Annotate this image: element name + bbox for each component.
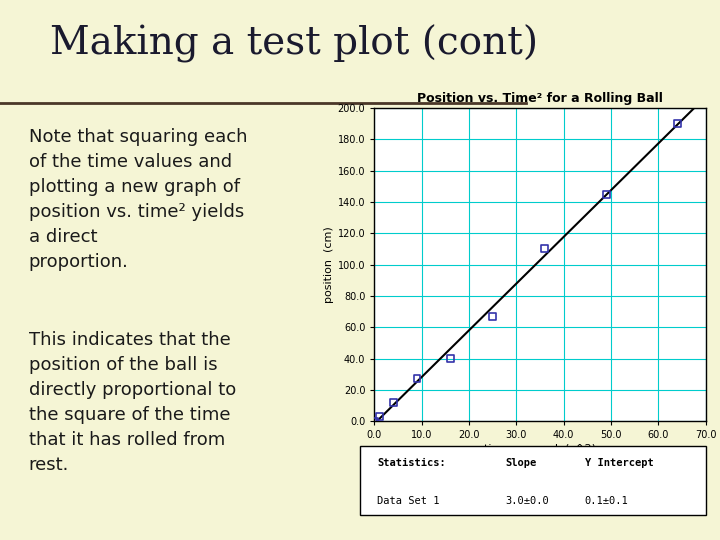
Point xyxy=(411,375,423,383)
X-axis label: time squared  (s^2): time squared (s^2) xyxy=(484,444,596,454)
Text: This indicates that the
position of the ball is
directly proportional to
the squ: This indicates that the position of the … xyxy=(29,330,236,474)
Text: Slope: Slope xyxy=(505,458,536,468)
Text: Statistics:: Statistics: xyxy=(377,458,446,468)
Point xyxy=(444,354,456,363)
Point xyxy=(487,312,498,321)
Y-axis label: position  (cm): position (cm) xyxy=(323,226,333,303)
Point xyxy=(672,119,683,128)
Title: Position vs. Time² for a Rolling Ball: Position vs. Time² for a Rolling Ball xyxy=(417,92,663,105)
Point xyxy=(387,398,399,407)
Text: 3.0±0.0: 3.0±0.0 xyxy=(505,496,549,506)
Point xyxy=(600,190,612,199)
Point xyxy=(374,412,385,421)
FancyBboxPatch shape xyxy=(360,446,706,515)
Point xyxy=(369,417,380,426)
Text: Data Set 1: Data Set 1 xyxy=(377,496,440,506)
Text: Y Intercept: Y Intercept xyxy=(585,458,653,468)
Text: 0.1±0.1: 0.1±0.1 xyxy=(585,496,629,506)
Text: Note that squaring each
of the time values and
plotting a new graph of
position : Note that squaring each of the time valu… xyxy=(29,128,247,271)
Point xyxy=(539,245,551,253)
Text: Making a test plot (cont): Making a test plot (cont) xyxy=(50,24,539,63)
